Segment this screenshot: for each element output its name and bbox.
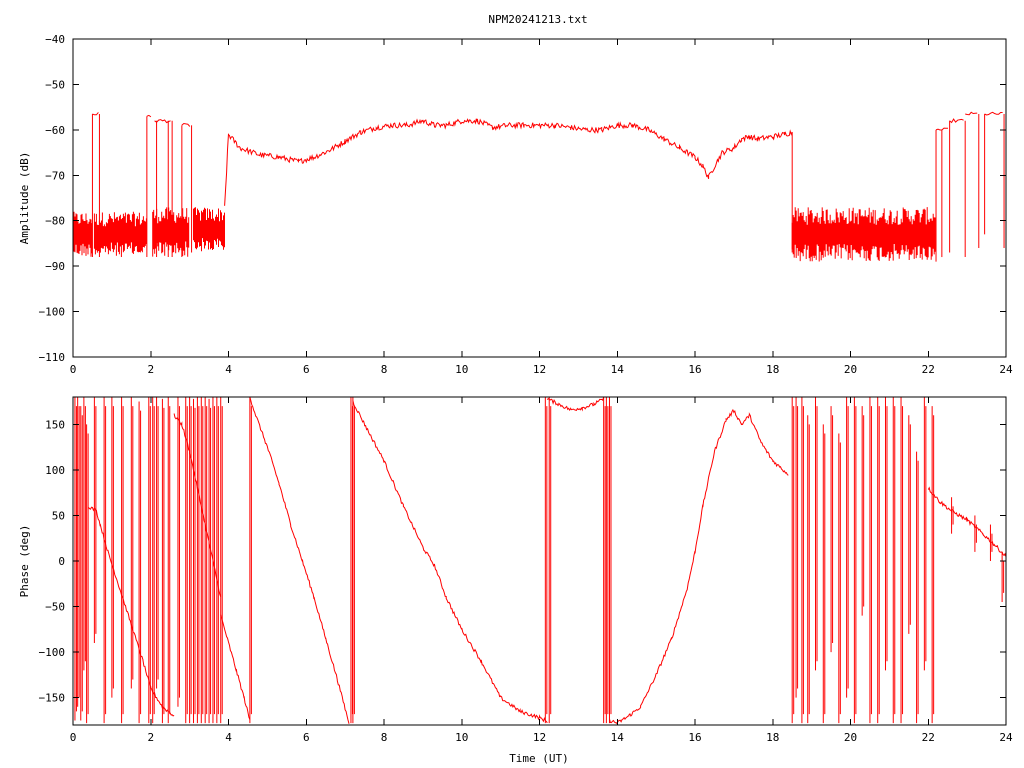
amplitude-plateau xyxy=(92,112,99,116)
amplitude-plot-frame xyxy=(72,38,1007,358)
x-tick-label: 10 xyxy=(455,363,468,376)
x-tick-label: 22 xyxy=(922,363,935,376)
amplitude-noise-bands xyxy=(72,207,936,262)
x-tick-label: 12 xyxy=(533,363,546,376)
amplitude-panel: 0 2 4 6 8 10 12 14 16 18 20 22 24−40−50−60−70−80−90−… xyxy=(18,33,1013,376)
phase-series-segment xyxy=(88,506,175,717)
y-tick-label: 150 xyxy=(45,418,65,431)
amplitude-plateau xyxy=(949,118,964,124)
amplitude-plateau xyxy=(146,114,152,118)
phase-series xyxy=(88,396,1007,726)
amplitude-plateau xyxy=(984,111,1003,116)
y-tick-label: −50 xyxy=(45,601,65,614)
x-tick-label: 2 xyxy=(147,731,154,744)
x-tick-label: 20 xyxy=(844,363,857,376)
amplitude-plateau xyxy=(965,111,978,116)
phase-panel: 0 2 4 6 8 10 12 14 16 18 20 22 24150100500−50−100−15… xyxy=(18,396,1013,765)
y-tick-label: 100 xyxy=(45,464,65,477)
x-tick-label: 24 xyxy=(999,363,1013,376)
x-tick-label: 8 xyxy=(381,731,388,744)
y-tick-label: 0 xyxy=(58,555,65,568)
chart-title: NPM20241213.txt xyxy=(488,13,587,26)
x-tick-label: 14 xyxy=(611,731,625,744)
x-tick-label: 2 xyxy=(147,363,154,376)
y-tick-label: −50 xyxy=(45,78,65,91)
phase-series-segment xyxy=(546,397,605,412)
time-x-axis-label: Time (UT) xyxy=(509,752,569,765)
x-tick-label: 0 xyxy=(70,363,77,376)
phase-series-segment xyxy=(173,413,222,597)
y-tick-label: −70 xyxy=(45,169,65,182)
x-tick-label: 18 xyxy=(766,363,779,376)
y-tick-label: −100 xyxy=(39,646,66,659)
x-tick-label: 6 xyxy=(303,731,310,744)
x-tick-label: 4 xyxy=(225,363,232,376)
x-tick-label: 20 xyxy=(844,731,857,744)
amplitude-series-line xyxy=(224,118,793,206)
x-tick-label: 0 xyxy=(70,731,77,744)
phase-plot-frame xyxy=(72,396,1007,726)
amplitude-noise-band xyxy=(193,207,225,252)
x-tick-label: 22 xyxy=(922,731,935,744)
x-tick-label: 12 xyxy=(533,731,546,744)
phase-series-segment xyxy=(352,400,548,724)
amplitude-ticks: 0 2 4 6 8 10 12 14 16 18 20 22 24−40−50−60−70−80−90−… xyxy=(39,33,1013,376)
y-tick-label: −100 xyxy=(39,306,66,319)
amplitude-series xyxy=(91,111,1005,262)
amplitude-y-axis-label: Amplitude (dB) xyxy=(18,152,31,245)
x-tick-label: 6 xyxy=(303,363,310,376)
x-tick-label: 18 xyxy=(766,731,779,744)
x-tick-label: 16 xyxy=(688,731,701,744)
phase-y-axis-label: Phase (deg) xyxy=(18,525,31,598)
phase-series-segment xyxy=(249,396,350,724)
y-tick-label: −80 xyxy=(45,215,65,228)
amplitude-plateau xyxy=(181,122,191,127)
y-tick-label: 50 xyxy=(52,509,65,522)
y-tick-label: −110 xyxy=(39,351,66,364)
x-tick-label: 16 xyxy=(688,363,701,376)
y-tick-label: −150 xyxy=(39,692,66,705)
y-tick-label: −60 xyxy=(45,124,65,137)
phase-series-segment xyxy=(609,408,789,726)
x-tick-label: 10 xyxy=(455,731,468,744)
x-tick-label: 24 xyxy=(999,731,1013,744)
phase-spikes xyxy=(74,397,1005,724)
x-tick-label: 4 xyxy=(225,731,232,744)
phase-series-segment xyxy=(927,486,1007,557)
y-tick-label: −90 xyxy=(45,260,65,273)
x-tick-label: 8 xyxy=(381,363,388,376)
y-tick-label: −40 xyxy=(45,33,65,46)
phase-series-segment xyxy=(220,614,251,720)
x-tick-label: 14 xyxy=(611,363,625,376)
